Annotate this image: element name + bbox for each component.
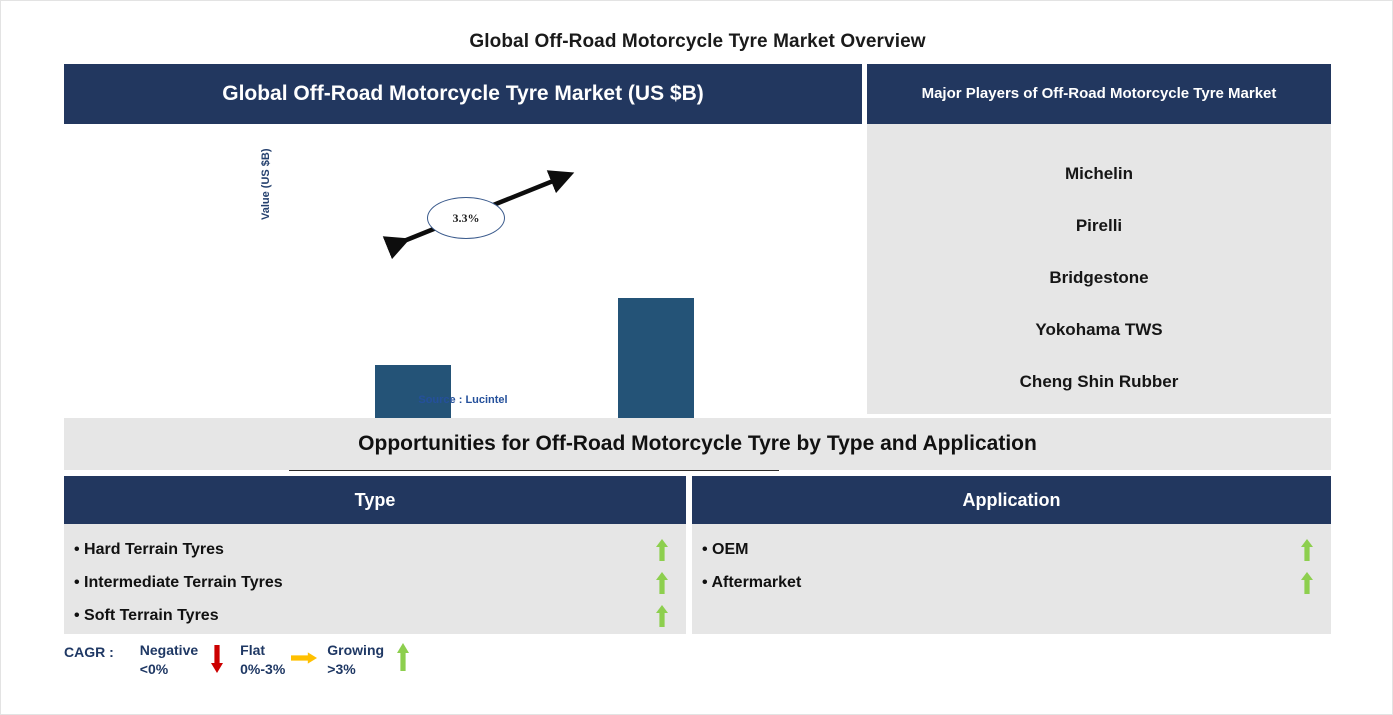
market-bar-chart: Value (US $B) 2025 2031	[64, 124, 862, 493]
arrow-up-icon	[1300, 571, 1314, 594]
cagr-legend-growing: Growing >3%	[327, 641, 416, 679]
cagr-legend-growing-range: >3%	[327, 660, 356, 677]
cagr-bubble: 3.3%	[427, 197, 505, 239]
opportunities-banner: Opportunities for Off-Road Motorcycle Ty…	[64, 418, 1331, 470]
major-players-list: Michelin Pirelli Bridgestone Yokohama TW…	[867, 124, 1331, 414]
application-item-label: • Aftermarket	[702, 573, 802, 591]
list-item: Bridgestone	[1049, 268, 1149, 287]
type-column-body: • Hard Terrain Tyres • Intermediate Terr…	[64, 524, 686, 634]
chart-y-axis-label: Value (US $B)	[260, 148, 272, 220]
list-item: Michelin	[1064, 164, 1133, 183]
application-column-body: • OEM • Aftermarket	[692, 524, 1331, 634]
arrow-down-icon	[204, 641, 230, 675]
arrow-up-icon	[1300, 538, 1314, 561]
cagr-legend-negative-label: Negative	[139, 642, 199, 658]
cagr-legend-title: CAGR :	[64, 644, 114, 660]
cagr-legend-negative-range: <0%	[139, 660, 169, 677]
list-item: • Aftermarket	[692, 566, 1331, 599]
cagr-legend-flat: Flat 0%-3%	[240, 641, 318, 679]
list-item: • Intermediate Terrain Tyres	[64, 566, 686, 599]
cagr-legend-negative: Negative <0%	[140, 641, 230, 679]
chart-x-axis-line	[289, 469, 779, 471]
arrow-up-icon	[655, 538, 669, 561]
list-item: • Hard Terrain Tyres	[64, 533, 686, 566]
list-item: Yokohama TWS	[1035, 320, 1163, 339]
arrow-up-icon	[655, 604, 669, 627]
cagr-legend: CAGR : Negative <0% Flat 0%-3% Growing >…	[64, 641, 426, 691]
application-item-label: • OEM	[702, 540, 749, 558]
chart-source-note: Source : Lucintel	[418, 394, 508, 406]
list-item: • OEM	[692, 533, 1331, 566]
type-item-label: • Soft Terrain Tyres	[74, 606, 219, 624]
cagr-legend-growing-label: Growing	[327, 642, 385, 658]
market-panel-header: Global Off-Road Motorcycle Tyre Market (…	[64, 64, 862, 124]
cagr-legend-flat-label: Flat	[240, 642, 266, 658]
arrow-up-icon	[655, 571, 669, 594]
type-item-label: • Hard Terrain Tyres	[74, 540, 224, 558]
cagr-legend-flat-range: 0%-3%	[240, 660, 286, 677]
arrow-right-icon	[291, 641, 318, 675]
list-item: Pirelli	[1075, 216, 1123, 235]
players-panel-header: Major Players of Off-Road Motorcycle Tyr…	[867, 64, 1331, 124]
type-item-label: • Intermediate Terrain Tyres	[74, 573, 283, 591]
page-title: Global Off-Road Motorcycle Tyre Market O…	[469, 31, 926, 52]
application-column-header: Application	[692, 476, 1331, 524]
arrow-up-icon	[390, 641, 416, 675]
list-item: Cheng Shin Rubber	[1019, 372, 1179, 391]
type-column-header: Type	[64, 476, 686, 524]
list-item: • Soft Terrain Tyres	[64, 599, 686, 632]
